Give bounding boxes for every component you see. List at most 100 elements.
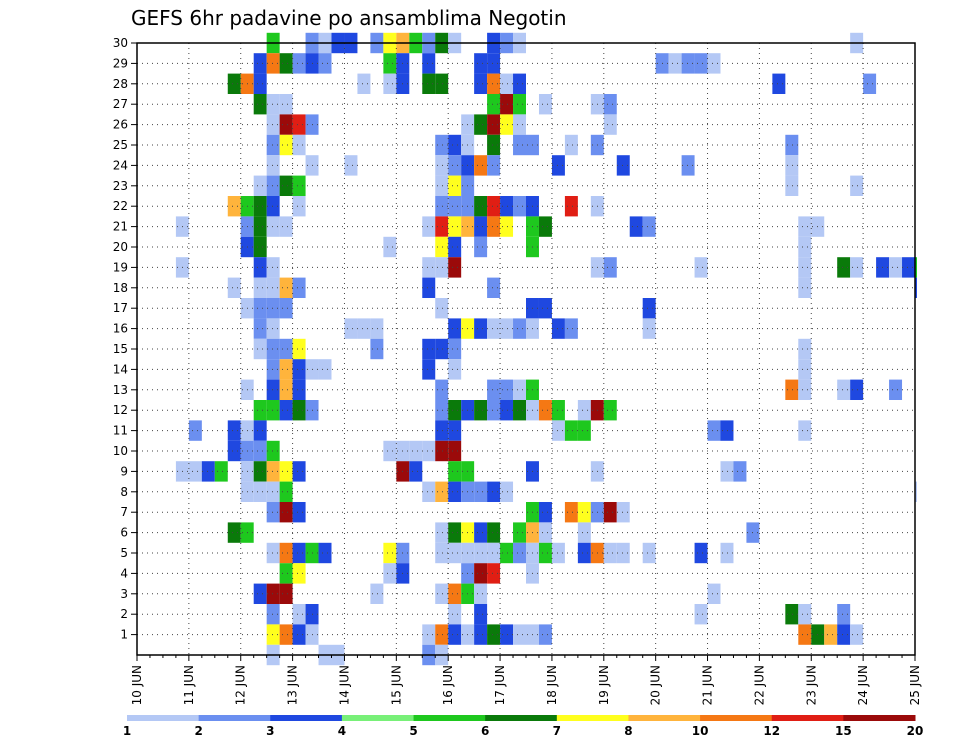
heatmap-cell bbox=[279, 461, 293, 482]
heatmap-cell bbox=[266, 53, 280, 74]
heatmap-cell bbox=[720, 420, 734, 441]
y-tick-label: 6 bbox=[120, 526, 128, 540]
heatmap-cell bbox=[798, 624, 812, 645]
heatmap-cell bbox=[448, 257, 462, 278]
heatmap-cell bbox=[487, 134, 501, 156]
heatmap-cell bbox=[253, 440, 267, 462]
heatmap-cell bbox=[253, 236, 267, 258]
heatmap-cell bbox=[642, 298, 656, 319]
legend-label: 3 bbox=[266, 724, 274, 738]
x-tick-label: 19 JUN bbox=[597, 665, 611, 705]
y-tick-label: 2 bbox=[120, 607, 128, 621]
y-tick-label: 9 bbox=[120, 464, 128, 478]
heatmap-cell bbox=[642, 216, 656, 237]
heatmap-cell bbox=[422, 216, 436, 237]
heatmap-cell bbox=[474, 318, 488, 339]
heatmap-cell bbox=[409, 461, 423, 482]
x-tick-label: 10 JUN bbox=[130, 665, 144, 705]
heatmap-cell bbox=[707, 420, 721, 441]
heatmap-cell bbox=[513, 522, 526, 543]
y-tick-label: 27 bbox=[113, 97, 128, 111]
heatmap-cell bbox=[551, 400, 565, 421]
x-tick-label: 12 JUN bbox=[234, 665, 248, 705]
heatmap-cell bbox=[227, 420, 241, 441]
heatmap-cell bbox=[474, 624, 488, 645]
heatmap-cell bbox=[837, 624, 851, 645]
heatmap-cell bbox=[448, 542, 462, 564]
heatmap-cell bbox=[292, 338, 306, 360]
heatmap-cell bbox=[279, 624, 293, 645]
heatmap-cell bbox=[720, 542, 734, 564]
heatmap-cell bbox=[253, 420, 267, 441]
heatmap-cell bbox=[266, 318, 280, 339]
heatmap-cell bbox=[513, 318, 526, 339]
heatmap-cell bbox=[513, 114, 526, 135]
heatmap-cell bbox=[422, 257, 436, 278]
legend-color-swatch bbox=[771, 715, 844, 721]
legend-label: 20 bbox=[907, 724, 924, 738]
y-tick-label: 14 bbox=[113, 362, 128, 376]
heatmap-cell bbox=[370, 583, 384, 604]
y-tick-label: 15 bbox=[113, 342, 128, 356]
heatmap-cell bbox=[344, 155, 358, 176]
heatmap-cell bbox=[266, 216, 280, 237]
x-tick-label: 25 JUN bbox=[908, 665, 922, 705]
heatmap-cell bbox=[253, 257, 267, 278]
heatmap-cell bbox=[253, 298, 267, 319]
y-tick-label: 7 bbox=[120, 505, 128, 519]
heatmap-cell bbox=[513, 400, 526, 421]
x-tick-label: 16 JUN bbox=[441, 665, 455, 705]
heatmap-cell bbox=[564, 318, 578, 339]
heatmap-cell bbox=[448, 604, 462, 625]
heatmap-cell bbox=[292, 379, 306, 400]
y-tick-label: 1 bbox=[120, 628, 128, 642]
legend-label: 5 bbox=[409, 724, 417, 738]
heatmap-cell bbox=[266, 481, 280, 502]
y-tick-label: 8 bbox=[120, 485, 128, 499]
heatmap-cell bbox=[435, 624, 449, 645]
heatmap-cell bbox=[785, 175, 799, 196]
heatmap-cell bbox=[253, 400, 267, 421]
heatmap-cell bbox=[435, 196, 449, 217]
heatmap-cell bbox=[798, 338, 812, 360]
x-tick-label: 22 JUN bbox=[752, 665, 766, 705]
y-tick-label: 30 bbox=[113, 36, 128, 50]
heatmap-cell bbox=[448, 583, 462, 604]
heatmap-cell bbox=[798, 216, 812, 237]
heatmap-cell bbox=[448, 624, 462, 645]
x-tick-label: 13 JUN bbox=[286, 665, 300, 705]
heatmap-cell bbox=[435, 134, 449, 156]
y-tick-label: 16 bbox=[113, 322, 128, 336]
heatmap-cell bbox=[435, 440, 449, 462]
heatmap-cell bbox=[915, 481, 917, 502]
heatmap-cell bbox=[850, 379, 864, 400]
heatmap-cell bbox=[863, 73, 877, 94]
heatmap-cell bbox=[681, 53, 695, 74]
heatmap-cell bbox=[513, 379, 526, 400]
heatmap-cell bbox=[188, 420, 202, 441]
heatmap-cell bbox=[500, 481, 514, 502]
heatmap-cell bbox=[474, 216, 488, 237]
heatmap-cell bbox=[357, 318, 371, 339]
y-tick-label: 24 bbox=[113, 158, 128, 172]
heatmap-cell bbox=[500, 114, 514, 135]
x-tick-label: 17 JUN bbox=[493, 665, 507, 705]
heatmap-cell bbox=[513, 73, 526, 94]
heatmap-cell bbox=[642, 542, 656, 564]
heatmap-cell bbox=[564, 420, 578, 441]
heatmap-cell bbox=[266, 461, 280, 482]
heatmap-cell bbox=[513, 624, 526, 645]
heatmap-cell bbox=[915, 277, 917, 298]
heatmap-cell bbox=[487, 481, 501, 502]
y-tick-label: 26 bbox=[113, 118, 128, 132]
heatmap-cell bbox=[551, 318, 565, 339]
y-tick-label: 13 bbox=[113, 383, 128, 397]
heatmap-cell bbox=[383, 440, 397, 462]
heatmap-cell bbox=[266, 359, 280, 380]
heatmap-cell bbox=[266, 379, 280, 400]
heatmap-cell bbox=[266, 155, 280, 176]
heatmap-cell bbox=[850, 624, 864, 645]
heatmap-cell bbox=[201, 461, 215, 482]
heatmap-cell bbox=[318, 359, 332, 380]
